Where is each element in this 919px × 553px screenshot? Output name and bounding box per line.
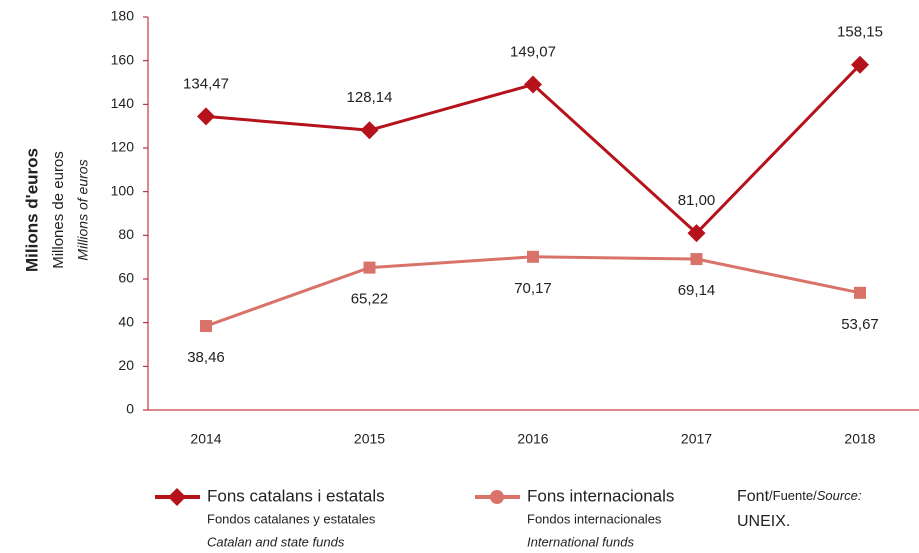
data-label: 65,22: [351, 291, 389, 308]
data-label: 149,07: [510, 43, 556, 60]
y-tick-label: 120: [111, 139, 135, 155]
point: [197, 107, 215, 126]
data-label: 69,14: [678, 282, 716, 299]
legend-label: Fons internacionals: [527, 486, 674, 505]
point: [851, 55, 869, 74]
legend-label: International funds: [527, 534, 634, 549]
data-label: 128,14: [347, 89, 393, 106]
legend-label: Fons catalans i estatals: [207, 486, 385, 505]
legend-label: Catalan and state funds: [207, 534, 345, 549]
data-label: 70,17: [514, 280, 552, 297]
y-axis-title: Milions d'euros: [22, 148, 41, 272]
y-tick-label: 140: [111, 95, 135, 111]
data-label: 53,67: [841, 316, 879, 333]
x-tick-label: 2017: [681, 431, 712, 447]
data-label: 38,46: [187, 349, 225, 366]
y-axis-title: Millions of euros: [75, 159, 91, 260]
point: [527, 250, 539, 263]
y-tick-label: 180: [111, 8, 135, 24]
point: [363, 261, 376, 274]
x-tick-label: 2014: [190, 431, 221, 447]
point: [690, 253, 703, 266]
x-tick-label: 2015: [354, 431, 385, 447]
y-tick-label: 0: [126, 401, 134, 417]
point: [687, 224, 706, 243]
data-label: 158,15: [837, 24, 883, 41]
y-tick-label: 80: [118, 226, 134, 242]
x-tick-label: 2016: [517, 431, 548, 447]
legend-label: Fondos internacionales: [527, 511, 662, 526]
data-label: 81,00: [678, 192, 716, 209]
point: [524, 75, 542, 94]
y-axis-title: Millones de euros: [50, 151, 67, 269]
legend-marker: [490, 490, 504, 504]
y-tick-label: 160: [111, 51, 135, 67]
y-tick-label: 60: [118, 270, 134, 286]
source-text: UNEIX.: [737, 513, 790, 530]
point: [200, 320, 212, 333]
point: [854, 286, 866, 299]
y-tick-label: 20: [118, 357, 134, 373]
x-tick-label: 2018: [844, 431, 875, 447]
y-tick-label: 100: [111, 182, 135, 198]
legend-label: Fondos catalanes y estatales: [207, 511, 376, 526]
y-tick-label: 40: [118, 313, 134, 329]
source-label: Font/Fuente/Source:: [737, 488, 862, 505]
point: [360, 121, 379, 140]
legend-marker: [168, 488, 186, 506]
data-label: 134,47: [183, 75, 229, 92]
